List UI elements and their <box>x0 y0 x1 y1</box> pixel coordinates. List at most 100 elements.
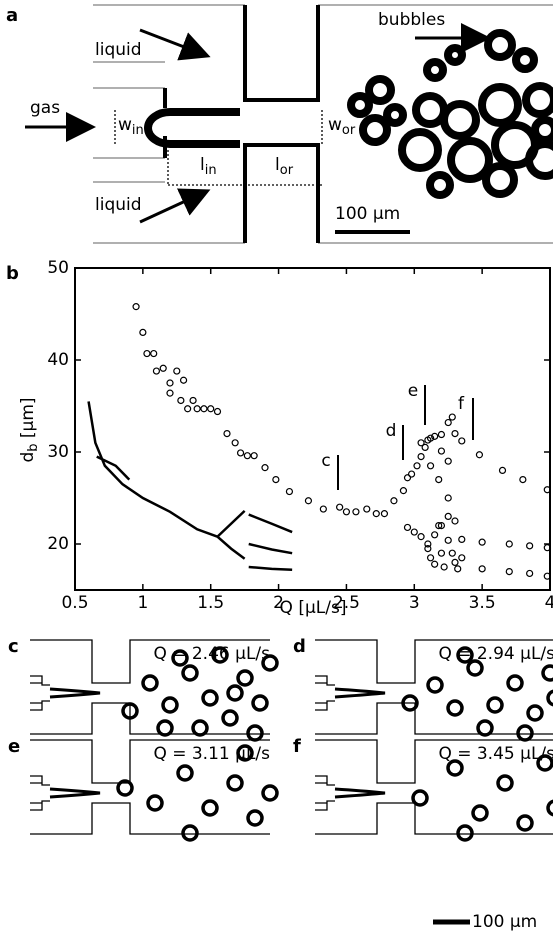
annotation: e <box>408 381 418 401</box>
x-tick-label: 2 <box>273 593 284 613</box>
x-tick-label: 3.5 <box>469 593 496 613</box>
bubble <box>181 664 199 682</box>
curve <box>87 401 293 572</box>
gas-thread <box>334 687 386 699</box>
point <box>261 464 269 472</box>
point <box>319 505 327 513</box>
bubble <box>516 724 534 742</box>
label: gas <box>30 98 60 118</box>
point <box>451 558 459 567</box>
point <box>139 328 147 336</box>
channel <box>30 639 270 735</box>
scale-label: 100 µm <box>335 204 400 224</box>
bubble <box>546 689 553 707</box>
label: liquid <box>95 40 142 60</box>
point <box>166 389 174 397</box>
point <box>380 510 389 518</box>
point <box>207 405 215 413</box>
channel <box>315 639 553 735</box>
bubble <box>476 719 494 737</box>
point <box>444 536 452 544</box>
point <box>424 544 432 553</box>
y-tick-label: 20 <box>47 534 69 554</box>
panel-letter: c <box>8 636 19 657</box>
bubble <box>176 764 194 782</box>
bubble <box>201 689 219 707</box>
gas-thread <box>49 787 101 799</box>
point <box>435 476 443 484</box>
point <box>437 521 446 530</box>
bubble <box>226 684 244 702</box>
x-tick-label: 4 <box>545 593 553 613</box>
bubble <box>261 654 279 672</box>
panel-title: Q = 3.45 µL/s <box>438 744 553 764</box>
bubble <box>446 699 464 717</box>
point <box>159 364 167 372</box>
bubble <box>251 694 269 712</box>
point <box>304 497 313 505</box>
plot-frame <box>74 267 551 591</box>
bubble <box>411 789 429 807</box>
channel <box>30 739 270 835</box>
point <box>498 466 507 474</box>
point <box>444 457 452 465</box>
bubble <box>536 754 553 772</box>
x-tick-label: 0.5 <box>61 593 88 613</box>
bubble <box>486 696 504 714</box>
gas-thread <box>334 787 386 799</box>
bubble <box>496 774 514 792</box>
x-axis-label: Q [µL/s] <box>280 598 347 618</box>
point <box>444 418 452 427</box>
point <box>437 447 446 455</box>
bubble <box>246 724 264 742</box>
x-tick-label: 1 <box>137 593 148 613</box>
bubble <box>121 702 139 720</box>
point <box>417 439 425 447</box>
label: lin <box>200 155 217 178</box>
bubble <box>456 646 474 664</box>
point <box>426 554 435 562</box>
bubble <box>191 719 209 737</box>
bubble <box>221 709 239 727</box>
point <box>543 544 551 552</box>
bubble <box>181 824 199 842</box>
point <box>236 449 245 457</box>
point <box>458 437 466 445</box>
point <box>372 510 380 518</box>
label: lor <box>275 155 294 178</box>
bubble <box>526 704 544 722</box>
x-tick-label: 3 <box>409 593 420 613</box>
point <box>173 367 181 375</box>
bubble <box>171 649 189 667</box>
bubble <box>116 779 134 797</box>
bubble <box>466 659 484 677</box>
point <box>426 434 435 442</box>
channel <box>315 739 553 835</box>
y-tick-label: 40 <box>47 350 69 370</box>
point <box>424 540 432 548</box>
point <box>458 554 466 562</box>
point <box>166 379 174 387</box>
point <box>543 486 551 494</box>
bubble <box>201 799 219 817</box>
point <box>454 565 462 573</box>
point <box>390 497 398 505</box>
annotation: d <box>386 421 397 441</box>
bubble <box>456 824 474 842</box>
point <box>417 453 425 461</box>
bubble <box>516 814 534 832</box>
point <box>243 452 251 460</box>
point <box>352 508 360 516</box>
point <box>426 462 435 470</box>
bubble <box>236 669 254 687</box>
point <box>132 303 140 311</box>
bubble <box>156 719 174 737</box>
point <box>526 542 534 550</box>
point <box>189 396 197 405</box>
point <box>413 462 421 470</box>
point <box>475 451 484 459</box>
bubble <box>506 674 524 692</box>
point <box>435 521 443 530</box>
point <box>179 376 188 384</box>
